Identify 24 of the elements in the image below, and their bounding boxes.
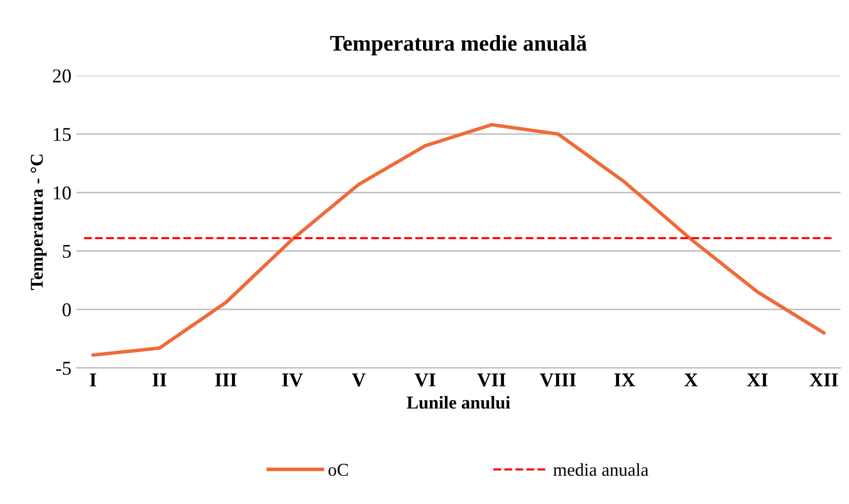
legend-label: media anuala <box>553 463 648 476</box>
x-tick-label: I <box>90 374 96 386</box>
x-tick-label: IX <box>614 374 636 386</box>
x-tick-label: XII <box>810 374 838 386</box>
x-tick-label: V <box>352 374 366 387</box>
x-tick-label: VIII <box>540 374 576 387</box>
y-tick-label: 5 <box>62 245 71 258</box>
y-tick-label: 20 <box>52 69 71 83</box>
x-tick-label: IV <box>282 374 303 387</box>
x-tick-label: XI <box>747 374 768 386</box>
legend-label: oC <box>328 464 348 476</box>
y-tick-label: 0 <box>62 303 71 316</box>
line-series <box>91 122 826 357</box>
x-tick-label: VI <box>414 374 436 387</box>
x-tick-label: III <box>215 374 237 386</box>
y-tick-label: 15 <box>54 128 71 141</box>
y-axis-title: Temperatura - °C <box>30 154 47 290</box>
y-tick-label: -5 <box>56 362 71 375</box>
y-tick-label: 10 <box>54 186 71 200</box>
x-tick-label: X <box>684 374 698 386</box>
chart-title: Temperatura medie anuală <box>330 34 587 56</box>
x-axis-title: Lunile anului <box>406 396 510 409</box>
x-tick-label: II <box>152 374 166 386</box>
x-tick-label: VII <box>477 374 506 387</box>
